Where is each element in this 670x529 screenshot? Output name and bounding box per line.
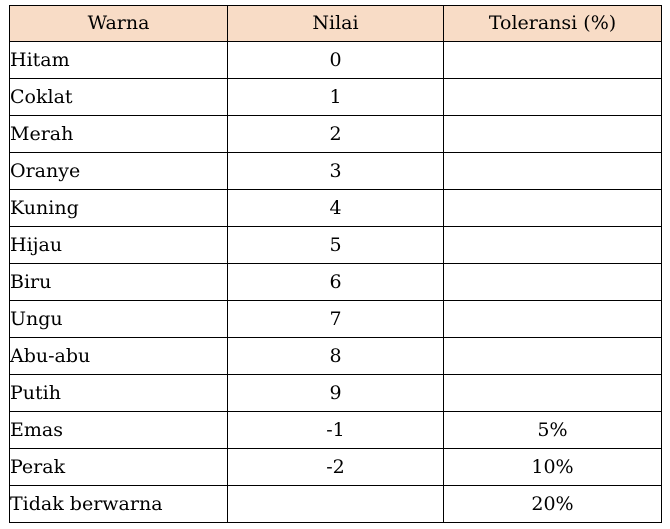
cell-nilai: 1 — [227, 78, 444, 116]
cell-warna: Emas — [9, 411, 228, 449]
cell-nilai: 6 — [227, 263, 444, 301]
header-nilai: Nilai — [227, 5, 444, 42]
cell-toleransi: 20% — [443, 485, 662, 523]
cell-warna: Hitam — [9, 41, 228, 79]
cell-warna: Coklat — [9, 78, 228, 116]
table-row: Putih 9 — [9, 374, 662, 412]
cell-nilai: 7 — [227, 300, 444, 338]
cell-nilai: -1 — [227, 411, 444, 449]
cell-warna: Ungu — [9, 300, 228, 338]
cell-toleransi — [443, 374, 662, 412]
cell-warna: Hijau — [9, 226, 228, 264]
cell-nilai: 9 — [227, 374, 444, 412]
table-header: Warna Nilai Toleransi (%) — [9, 5, 662, 42]
header-row: Warna Nilai Toleransi (%) — [9, 5, 662, 42]
cell-warna: Putih — [9, 374, 228, 412]
cell-warna: Kuning — [9, 189, 228, 227]
cell-warna: Abu-abu — [9, 337, 228, 375]
table-row: Biru 6 — [9, 263, 662, 301]
cell-nilai: 0 — [227, 41, 444, 79]
cell-toleransi — [443, 41, 662, 79]
cell-nilai: 3 — [227, 152, 444, 190]
resistor-color-table: Warna Nilai Toleransi (%) Hitam 0 Coklat 1 M… — [9, 5, 662, 523]
table-row: Merah 2 — [9, 115, 662, 153]
table-row: Perak -2 10% — [9, 448, 662, 486]
cell-toleransi — [443, 189, 662, 227]
cell-toleransi — [443, 337, 662, 375]
table-body: Hitam 0 Coklat 1 Merah 2 Oranye 3 Kuning 4 Hijau 5 B… — [9, 41, 662, 523]
table-row: Hijau 5 — [9, 226, 662, 264]
cell-nilai: 8 — [227, 337, 444, 375]
table-row: Kuning 4 — [9, 189, 662, 227]
table-row: Coklat 1 — [9, 78, 662, 116]
table-row: Emas -1 5% — [9, 411, 662, 449]
cell-nilai: 2 — [227, 115, 444, 153]
cell-nilai — [227, 485, 444, 523]
cell-nilai: -2 — [227, 448, 444, 486]
header-warna: Warna — [9, 5, 228, 42]
cell-warna: Merah — [9, 115, 228, 153]
cell-warna: Oranye — [9, 152, 228, 190]
header-toleransi: Toleransi (%) — [443, 5, 662, 42]
table-row: Hitam 0 — [9, 41, 662, 79]
cell-toleransi: 5% — [443, 411, 662, 449]
table-row: Oranye 3 — [9, 152, 662, 190]
cell-warna: Perak — [9, 448, 228, 486]
cell-warna: Biru — [9, 263, 228, 301]
cell-toleransi — [443, 226, 662, 264]
table-row: Abu-abu 8 — [9, 337, 662, 375]
cell-toleransi — [443, 115, 662, 153]
cell-toleransi — [443, 300, 662, 338]
cell-toleransi — [443, 263, 662, 301]
table-row: Ungu 7 — [9, 300, 662, 338]
cell-toleransi — [443, 78, 662, 116]
cell-toleransi — [443, 152, 662, 190]
table-row: Tidak berwarna 20% — [9, 485, 662, 523]
cell-warna: Tidak berwarna — [9, 485, 228, 523]
cell-toleransi: 10% — [443, 448, 662, 486]
cell-nilai: 4 — [227, 189, 444, 227]
cell-nilai: 5 — [227, 226, 444, 264]
